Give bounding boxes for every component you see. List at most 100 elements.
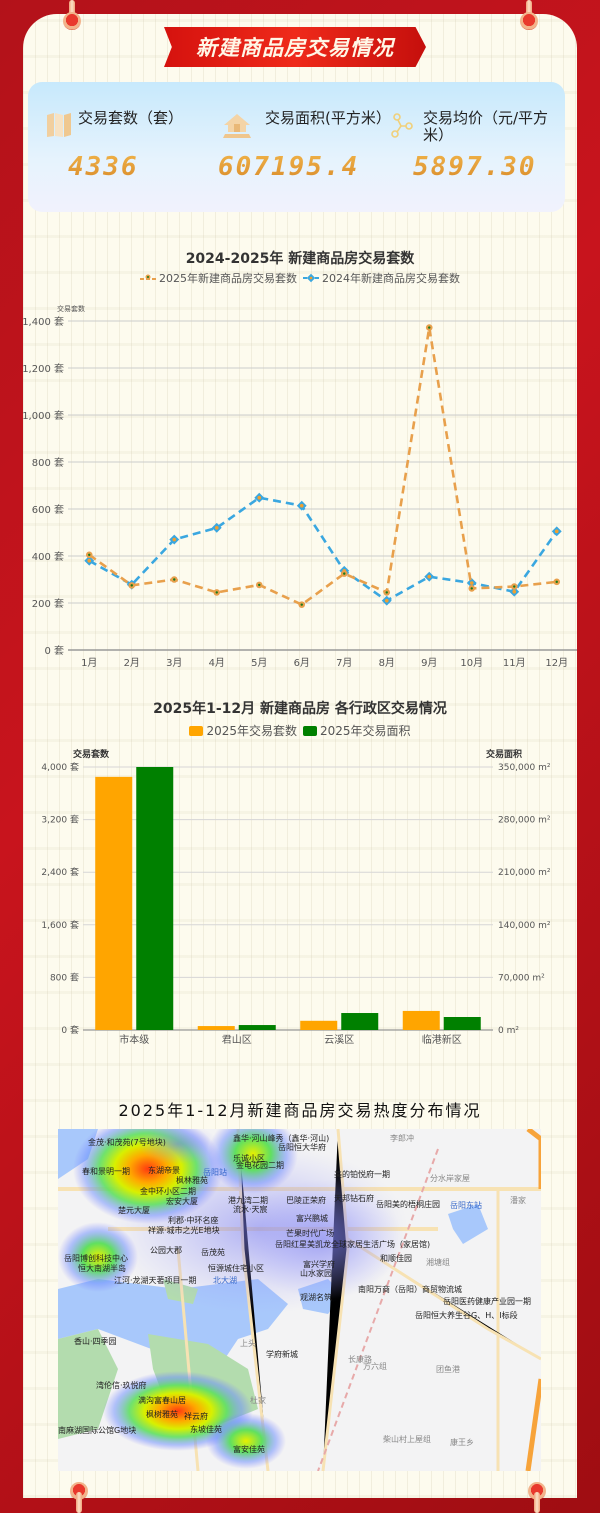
map-place-label: 东湖帝景 — [148, 1166, 180, 1175]
map-place-label: 利郡·中环名座 — [168, 1216, 219, 1225]
x-tick-label: 5月 — [251, 657, 267, 669]
bar-count[interactable] — [95, 776, 133, 1030]
map-place-label: 岳阳东站 — [450, 1201, 482, 1210]
data-point-center — [173, 578, 176, 581]
bar-count[interactable] — [300, 1020, 338, 1030]
y-tick-label: 400 套 — [32, 550, 64, 563]
map-base — [58, 1129, 541, 1471]
line-chart-plot: 0 套 200 套 400 套 600 套 800 套 1,000 套 1,200 套 1,4… — [23, 315, 577, 669]
data-point-center — [428, 326, 431, 329]
map-place-label: 岳阳恒大养生谷G、H、I标段 — [415, 1311, 518, 1320]
map-place-label: 枫林雅苑 — [176, 1176, 208, 1185]
y-tick-label: 1,400 套 — [23, 315, 64, 328]
data-point-center — [87, 558, 92, 563]
legend-2025-label: 2025年新建商品房交易套数 — [159, 272, 297, 285]
bar-chart-title: 2025年1-12月 新建商品房 各行政区交易情况 — [153, 701, 447, 717]
bar-count[interactable] — [197, 1026, 235, 1030]
y-tick-label: 600 套 — [32, 503, 64, 516]
map-place-label: 观湖名筑 — [300, 1293, 332, 1302]
line-chart: 2024-2025年 新建商品房交易套数 2025年新建商品房交易套数 2024… — [23, 240, 577, 680]
bar-count[interactable] — [402, 1010, 440, 1030]
bar-area[interactable] — [136, 767, 174, 1030]
map-place-label: 分水岸家屋 — [430, 1174, 470, 1183]
data-point-center — [88, 553, 91, 557]
legend-count-label: 2025年交易套数 — [206, 724, 297, 738]
right-tick-label: 0 m² — [498, 1026, 519, 1036]
map-place-label: 团鱼港 — [436, 1365, 460, 1374]
map-place-label: 香山·四季园 — [74, 1337, 117, 1346]
legend-2025[interactable]: 2025年新建商品房交易套数 — [140, 270, 297, 286]
pin-icon — [70, 1482, 88, 1500]
map-place-label: 富兴鹏城 — [296, 1214, 328, 1223]
x-tick-label: 12月 — [545, 657, 568, 669]
pin-stick — [69, 0, 75, 18]
left-tick-label: 3,200 套 — [41, 814, 79, 826]
map-place-label: 富兴学府 — [303, 1260, 335, 1269]
legend-swatch-orange — [189, 725, 204, 736]
data-point-center — [513, 585, 516, 588]
data-point-center — [384, 598, 389, 603]
map-place-label: 公园大郡 — [150, 1246, 182, 1255]
data-point-center — [512, 589, 517, 594]
data-point-center — [555, 580, 558, 584]
map-place-label: 岳阳博创科技中心 — [64, 1254, 128, 1263]
line-chart-title: 2024-2025年 新建商品房交易套数 — [185, 251, 415, 267]
x-tick-label: 8月 — [379, 657, 395, 669]
map-place-label: 金茂·和茂苑(7号地块) — [88, 1138, 166, 1147]
left-tick-label: 800 套 — [50, 971, 79, 983]
data-point-center — [300, 603, 303, 606]
map-place-label: 春和景明一期 — [82, 1167, 130, 1176]
x-tick-label: 4月 — [209, 657, 225, 669]
pin-icon — [528, 1482, 546, 1500]
map-place-label: 学府新城 — [266, 1350, 298, 1359]
map-place-label: 芒果时代广场 — [286, 1229, 334, 1238]
pin-stick — [76, 1492, 82, 1513]
map-place-label: 天邦钻石府 — [334, 1194, 374, 1203]
heatmap-title: 2025年1-12月新建商品房交易热度分布情况 — [118, 1101, 482, 1120]
data-point-center — [214, 526, 219, 530]
map-place-label: 方六组 — [363, 1362, 387, 1371]
category-label: 云溪区 — [324, 1034, 354, 1046]
bar-area[interactable] — [443, 1017, 481, 1030]
map-place-label: 祥云府 — [184, 1412, 208, 1421]
map-place-label: 祥源·城市之光E地块 — [148, 1226, 220, 1235]
bar-area[interactable] — [238, 1025, 276, 1030]
kpi-area-value: 607195.4 — [218, 152, 360, 182]
legend-2024[interactable]: 2024年新建商品房交易套数 — [303, 270, 460, 286]
data-point-center — [130, 584, 133, 587]
right-tick-label: 210,000 m² — [498, 868, 551, 878]
left-tick-label: 4,000 套 — [41, 761, 79, 773]
x-tick-label: 10月 — [460, 657, 483, 669]
bar-area[interactable] — [341, 1013, 379, 1030]
heatmap-map[interactable]: 金茂·和茂苑(7号地块) 春和景明一期 东湖帝景 枫林雅苑 金中环小区二期 宏安大厦 楚元大… — [58, 1129, 541, 1471]
x-tick-label: 2月 — [124, 657, 140, 669]
kpi-count-value: 4336 — [68, 152, 139, 182]
map-place-label: 恒源城住宅小区 — [208, 1264, 264, 1273]
kpi-card: 交易套数（套） 4336 交易面积(平方米） 607195.4 交易均价（元/平… — [28, 82, 565, 212]
data-point-center — [554, 529, 559, 534]
map-place-label: 南麻湖国际公馆G地块 — [58, 1426, 137, 1435]
map-fold-icon — [47, 113, 71, 137]
bar-right-axis-name: 交易面积 — [486, 750, 523, 760]
map-place-label: 金电花园二期 — [236, 1161, 284, 1170]
x-tick-label: 11月 — [503, 657, 526, 669]
map-place-label: 港九湾二期 — [228, 1196, 268, 1205]
map-place-label: 宏安大厦 — [166, 1197, 198, 1206]
line-y-axis-name: 交易套数 — [57, 305, 85, 313]
map-place-label: 潘家 — [510, 1196, 526, 1205]
pin-stick — [526, 0, 532, 18]
category-label: 君山区 — [222, 1034, 252, 1046]
map-place-label: 柴山村上屋组 — [383, 1435, 431, 1444]
y-tick-label: 200 套 — [32, 597, 64, 610]
kpi-price-value: 5897.30 — [413, 152, 537, 182]
legend-area[interactable]: 2025年交易面积 — [303, 722, 411, 739]
map-place-label: 满沟富春山居 — [138, 1396, 186, 1405]
x-tick-label: 3月 — [166, 657, 182, 669]
map-place-label: 枫树雅苑 — [146, 1410, 178, 1419]
map-place-label: 富安佳苑 — [233, 1445, 265, 1454]
data-point-center — [385, 591, 388, 594]
legend-2024-label: 2024年新建商品房交易套数 — [322, 272, 460, 285]
legend-count[interactable]: 2025年交易套数 — [189, 722, 297, 739]
map-place-label: 鑫华·河山峰秀（鑫华·河山) — [233, 1134, 330, 1143]
kpi-price-label: 交易均价（元/平方米） — [423, 109, 549, 144]
